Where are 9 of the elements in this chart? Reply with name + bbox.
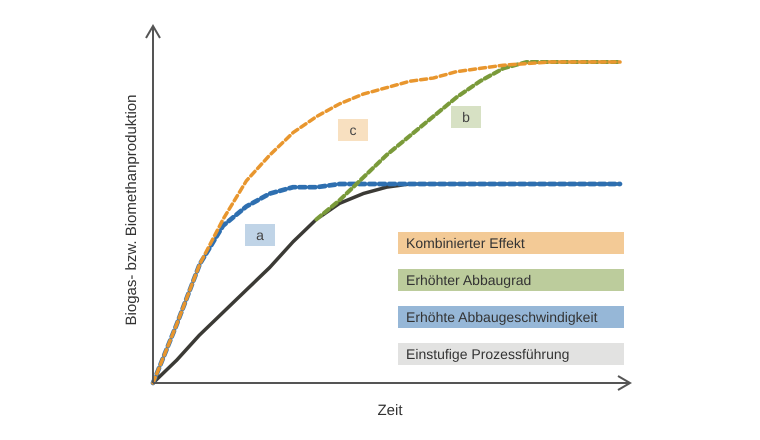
- text: Kombinierter Effekt: [406, 235, 525, 251]
- x-axis-title: Zeit: [377, 402, 404, 419]
- text: Erhöhte Abbaugeschwindigkeit: [406, 309, 598, 325]
- text: Einstufige Prozessführung: [406, 346, 570, 362]
- annotation: b: [462, 109, 470, 125]
- annotation: c: [350, 122, 356, 138]
- text: Erhöhter Abbaugrad: [406, 272, 532, 288]
- y-axis-title: Biogas- bzw. Biomethanproduktion: [123, 94, 140, 326]
- annotation: a: [256, 227, 264, 243]
